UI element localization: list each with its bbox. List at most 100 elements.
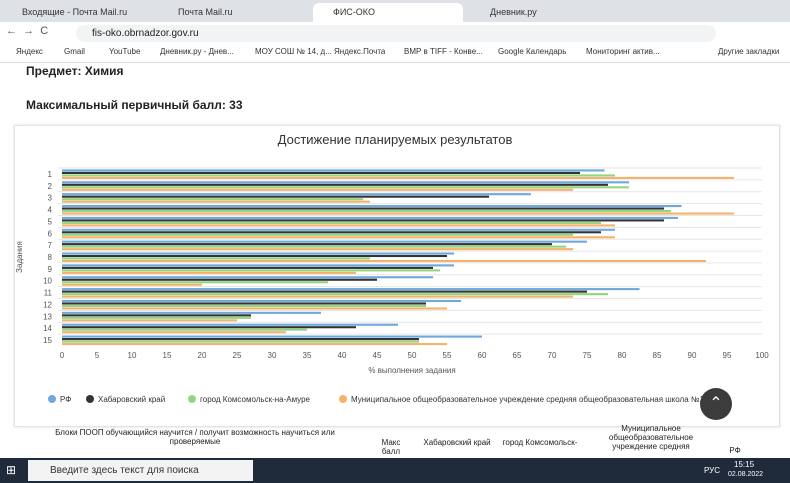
y-tick-label: 3	[48, 194, 53, 203]
bar	[62, 171, 580, 174]
bar	[62, 245, 566, 248]
table-header: РФ	[729, 446, 741, 455]
bar	[62, 240, 587, 243]
date: 02.08.2022	[728, 471, 764, 478]
y-tick-label: 14	[43, 324, 52, 333]
chart: Достижение планируемых результатов Задан…	[15, 132, 769, 404]
x-tick-label: 90	[688, 351, 697, 360]
legend-marker	[48, 395, 56, 403]
x-tick-label: 100	[755, 351, 769, 360]
bar	[62, 183, 608, 186]
bar	[62, 283, 202, 286]
y-tick-label: 4	[48, 206, 53, 215]
table-header: Хабаровский край	[423, 438, 491, 447]
bar	[62, 343, 447, 346]
chart-title: Достижение планируемых результатов	[278, 132, 513, 147]
bar	[62, 338, 419, 341]
x-tick-label: 70	[548, 351, 557, 360]
bar	[62, 304, 426, 308]
bar	[62, 340, 419, 343]
bar	[62, 278, 377, 281]
start-button[interactable]: ⊞	[6, 463, 17, 477]
table-header: Муниципальное общеобразовательное учрежд…	[608, 424, 694, 451]
x-tick-label: 95	[723, 351, 732, 360]
bookmark[interactable]: Мониторинг актив...	[586, 47, 660, 56]
x-tick-label: 75	[583, 351, 592, 360]
y-tick-label: 9	[48, 265, 53, 274]
bar	[62, 188, 573, 191]
y-tick-label: 5	[48, 217, 53, 226]
x-tick-label: 30	[268, 351, 277, 360]
bar	[62, 219, 664, 222]
y-tick-label: 2	[48, 182, 53, 191]
bar	[62, 307, 447, 310]
bar	[62, 335, 482, 338]
tab[interactable]: Почта Mail.ru	[178, 7, 233, 17]
bar	[62, 224, 615, 227]
bookmark[interactable]: Другие закладки	[718, 47, 780, 56]
clock: 15:15	[734, 460, 755, 469]
bar	[62, 311, 321, 314]
bar	[62, 248, 573, 251]
language: РУС	[704, 466, 721, 475]
bar	[62, 314, 251, 317]
x-tick-label: 55	[443, 351, 452, 360]
bar	[62, 302, 426, 305]
bar	[62, 181, 629, 184]
x-tick-label: 5	[95, 351, 100, 360]
scroll-top-button[interactable]: ⌃	[700, 388, 732, 420]
legend-label: Хабаровский край	[98, 395, 165, 404]
bar	[62, 195, 489, 198]
x-tick-label: 50	[408, 351, 417, 360]
tab[interactable]: Входящие - Почта Mail.ru	[22, 7, 128, 17]
bar	[62, 269, 440, 272]
bar	[62, 228, 615, 231]
bar	[62, 186, 629, 189]
bar	[62, 326, 356, 329]
bookmark[interactable]: YouTube	[109, 47, 141, 56]
legend-marker	[86, 395, 94, 403]
bar	[62, 243, 552, 246]
x-axis-label: % выполнения задания	[368, 366, 455, 375]
subject: Предмет: Химия	[26, 64, 124, 78]
legend-marker	[339, 395, 347, 403]
y-tick-label: 11	[44, 289, 53, 298]
y-tick-label: 1	[48, 170, 53, 179]
taskbar-search[interactable]: Введите здесь текст для поиска	[28, 460, 253, 481]
y-tick-label: 7	[48, 241, 53, 250]
legend-label: город Комсомольск-на-Амуре	[200, 395, 311, 404]
y-tick-label: 8	[48, 253, 53, 262]
bookmark[interactable]: Дневник.ру - Днев...	[160, 47, 234, 56]
bookmark[interactable]: ВМР в TIFF - Конве...	[404, 47, 483, 56]
bar	[62, 169, 605, 172]
bar	[62, 212, 734, 215]
bar	[62, 200, 370, 203]
nav-buttons[interactable]: ← → C	[6, 25, 49, 37]
x-tick-label: 10	[128, 351, 137, 360]
bookmark[interactable]: Яндекс	[16, 47, 43, 56]
table-header: Блоки ПООП обучающийся научится / получи…	[55, 428, 335, 446]
address-bar[interactable]: fis-oko.obrnadzor.gov.ru	[76, 25, 716, 42]
x-tick-label: 35	[303, 351, 312, 360]
bar	[62, 207, 664, 210]
bookmark[interactable]: Google Календарь	[498, 47, 567, 56]
bar	[62, 264, 454, 267]
x-tick-label: 80	[618, 351, 627, 360]
bookmark[interactable]: Яндекс.Почта	[334, 47, 386, 56]
tab[interactable]: Дневник.ру	[490, 7, 537, 17]
x-tick-label: 20	[198, 351, 207, 360]
bar	[62, 299, 461, 303]
bar	[62, 293, 608, 296]
x-tick-label: 60	[478, 351, 487, 360]
x-tick-label: 65	[513, 351, 522, 360]
bookmark[interactable]: МОУ СОШ № 14, д...	[255, 47, 332, 56]
bar	[62, 259, 706, 263]
y-tick-label: 15	[43, 336, 52, 345]
tab[interactable]: ФИС-ОКО	[313, 3, 463, 22]
bar	[62, 319, 237, 322]
bar	[62, 323, 398, 326]
x-tick-label: 0	[60, 351, 65, 360]
bar	[62, 271, 356, 274]
bookmark[interactable]: Gmail	[64, 47, 85, 56]
